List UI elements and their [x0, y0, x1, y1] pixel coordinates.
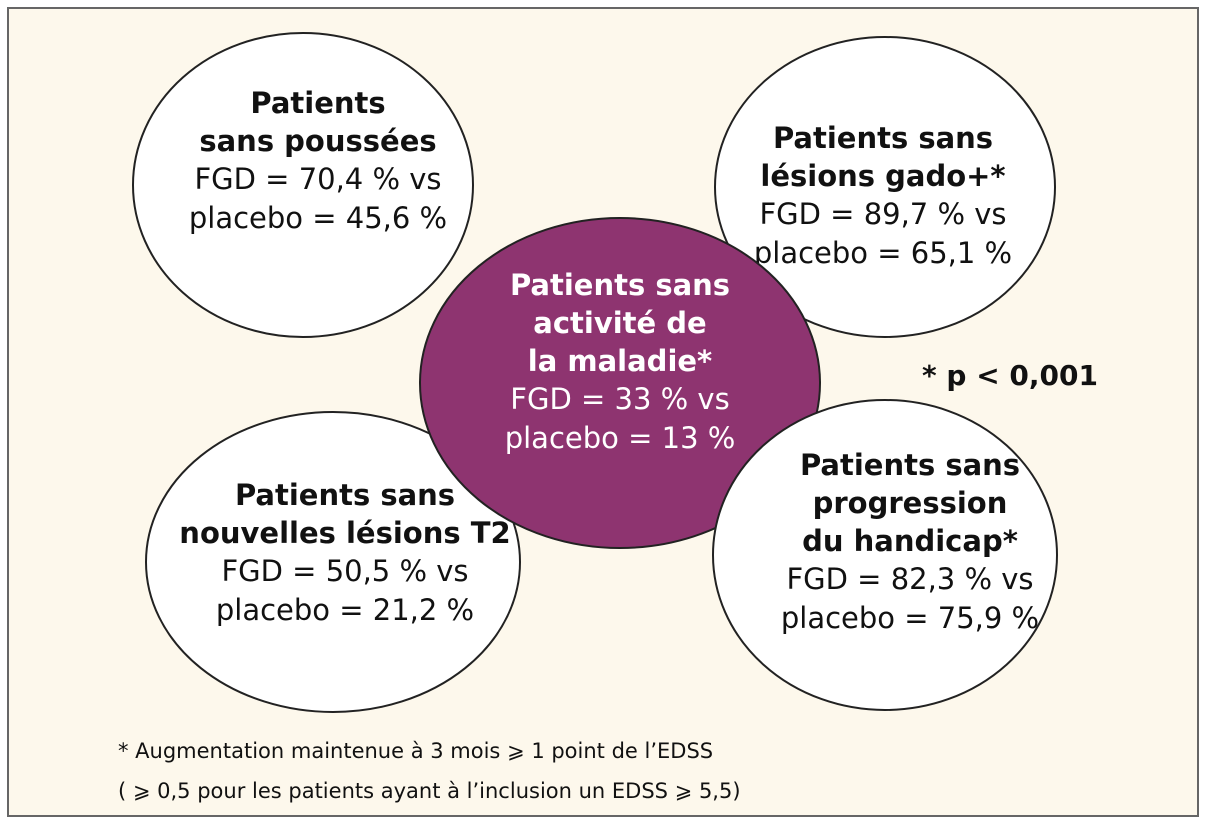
node-stat: FGD = 70,4 % vs	[194, 162, 441, 196]
node-stat: placebo = 21,2 %	[216, 593, 474, 627]
node-ellipse	[132, 32, 474, 338]
footnote-line: * Augmentation maintenue à 3 mois ⩾ 1 po…	[118, 739, 713, 763]
node-stat: placebo = 75,9 %	[781, 601, 1039, 635]
node-title: Patients	[250, 86, 385, 120]
node-stat: FGD = 50,5 % vs	[221, 554, 468, 588]
node: Patients sans lésions gado+* FGD = 89,7 % …	[714, 36, 1056, 338]
node: Patients sans progression du handicap* FGD …	[712, 399, 1058, 711]
node-stat: placebo = 13 %	[505, 421, 736, 455]
node-stat: placebo = 65,1 %	[754, 236, 1012, 270]
node-title: Patients sans	[773, 121, 993, 155]
node-title: activité de	[533, 306, 706, 340]
node-stat: FGD = 89,7 % vs	[759, 197, 1006, 231]
node-title: nouvelles lésions T2	[179, 516, 510, 550]
ellipses: Patients sans poussées FGD = 70,4 % vs plac…	[132, 32, 1058, 713]
node-title: du handicap*	[802, 524, 1018, 558]
node-title: la maladie*	[528, 344, 712, 378]
node: Patients sans activité de la maladie* FGD =…	[419, 217, 821, 549]
significance: * p < 0,001	[922, 359, 1098, 392]
node: Patients sans poussées FGD = 70,4 % vs plac…	[132, 32, 474, 338]
node-title: progression	[813, 486, 1008, 520]
node-title: lésions gado+*	[760, 159, 1005, 193]
node-stat: FGD = 33 % vs	[510, 382, 729, 416]
node-title: Patients sans	[235, 478, 455, 512]
node-stat: FGD = 82,3 % vs	[786, 562, 1033, 596]
node-ellipse	[712, 399, 1058, 711]
footnote-line: ( ⩾ 0,5 pour les patients ayant à l’incl…	[118, 779, 741, 803]
node-title: Patients sans	[510, 268, 730, 302]
node-title: Patients sans	[800, 448, 1020, 482]
node-title: sans poussées	[199, 124, 436, 158]
node-ellipse	[419, 217, 821, 549]
node-ellipse	[145, 411, 521, 713]
node-stat: placebo = 45,6 %	[189, 201, 447, 235]
node-ellipse	[714, 36, 1056, 338]
node: Patients sans nouvelles lésions T2 FGD = 5…	[145, 411, 521, 713]
